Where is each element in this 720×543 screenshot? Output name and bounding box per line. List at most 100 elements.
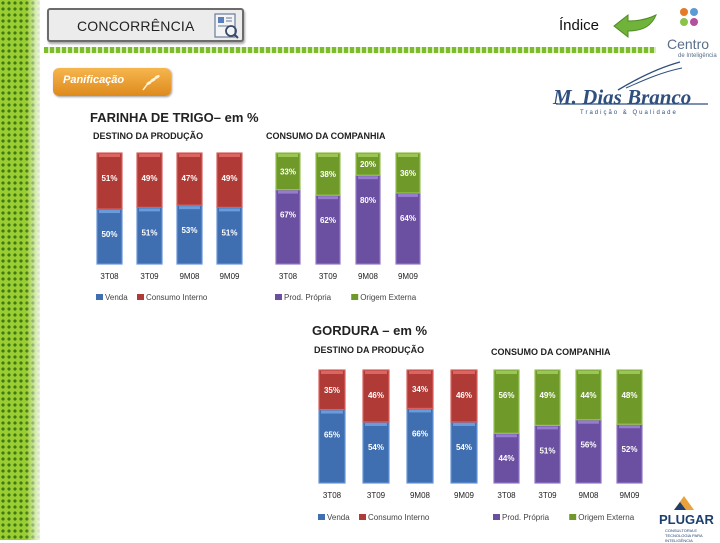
bar-1-prodprpria-9m08 [355, 174, 381, 265]
bar-2-consumointerno-9m09 [450, 369, 478, 423]
bar-0-consumointerno-3t08 [96, 152, 123, 210]
data-label-3-1-0: 56% [498, 391, 514, 400]
bar-highlight-3-0-0 [496, 434, 517, 438]
bar-3-origemexterna-3t09 [534, 369, 561, 426]
data-label-3-0-2: 56% [580, 441, 596, 450]
x-tick-label-0-2: 9M08 [179, 272, 200, 281]
bar-highlight-0-0-1 [139, 208, 160, 212]
bar-3-origemexterna-9m09 [616, 369, 643, 425]
data-label-3-0-3: 52% [621, 445, 637, 454]
bar-highlight-0-1-2 [179, 154, 200, 157]
data-label-2-0-2: 66% [412, 429, 428, 438]
legend-label-0-1: Consumo Interno [146, 293, 208, 302]
category-tab-panificacao[interactable]: Panificação [53, 68, 171, 96]
data-label-2-1-2: 34% [412, 385, 428, 394]
plugar-logo-icon [674, 496, 694, 510]
x-tick-label-0-3: 9M09 [219, 272, 240, 281]
chart-title-farinha: FARINHA DE TRIGO– em % [90, 110, 259, 125]
x-tick-label-2-3: 9M09 [454, 491, 475, 500]
bar-0-consumointerno-9m08 [176, 152, 203, 206]
data-label-3-1-3: 48% [621, 391, 637, 400]
bar-3-origemexterna-9m08 [575, 369, 602, 421]
data-label-1-1-0: 33% [280, 167, 296, 176]
data-label-1-0-2: 80% [360, 196, 376, 205]
x-tick-label-1-3: 9M09 [398, 272, 419, 281]
bar-0-venda-3t09 [136, 206, 163, 265]
data-label-0-0-1: 51% [141, 228, 157, 237]
bar-highlight-0-1-1 [139, 154, 160, 157]
bar-2-venda-3t08 [318, 408, 346, 484]
data-label-0-1-0: 51% [101, 174, 117, 183]
data-label-0-0-2: 53% [181, 226, 197, 235]
m-dias-branco-logo-tagline: Tradição & Qualidade [580, 110, 678, 116]
bar-0-venda-3t08 [96, 208, 123, 265]
bar-highlight-1-1-0 [278, 154, 298, 157]
data-label-2-0-1: 54% [368, 443, 384, 452]
data-label-0-0-0: 50% [101, 230, 117, 239]
category-tab-label: Panificação [63, 74, 125, 86]
bar-0-venda-9m08 [176, 204, 203, 265]
legend-swatch-2-0 [318, 514, 325, 520]
bar-highlight-1-0-3 [398, 193, 418, 197]
header-divider [44, 47, 656, 53]
bar-2-consumointerno-3t08 [318, 369, 346, 411]
bar-2-venda-3t09 [362, 421, 390, 484]
x-tick-label-3-2: 9M08 [578, 491, 599, 500]
section-tab[interactable]: CONCORRÊNCIA [47, 8, 244, 42]
data-label-1-0-1: 62% [320, 216, 336, 225]
data-label-0-1-1: 49% [141, 174, 157, 183]
panel-title-destino-gordura: DESTINO DA PRODUÇÃO [314, 345, 425, 355]
data-label-3-1-1: 49% [539, 391, 555, 400]
x-tick-label-2-1: 3T09 [367, 491, 386, 500]
legend-swatch-0-0 [96, 294, 103, 300]
x-tick-label-0-0: 3T08 [100, 272, 119, 281]
x-tick-label-2-0: 3T08 [323, 491, 342, 500]
data-label-0-0-3: 51% [221, 228, 237, 237]
bar-highlight-1-1-3 [398, 154, 418, 157]
legend-swatch-1-1 [351, 294, 359, 300]
data-label-0-1-3: 49% [221, 174, 237, 183]
bar-highlight-3-1-3 [619, 371, 640, 374]
data-label-3-0-0: 44% [498, 454, 514, 463]
x-tick-label-1-1: 3T09 [319, 272, 338, 281]
bar-highlight-2-1-3 [453, 371, 475, 374]
bar-highlight-2-1-1 [365, 371, 387, 374]
bar-highlight-1-0-1 [318, 196, 338, 200]
data-label-1-0-3: 64% [400, 214, 416, 223]
bar-1-origemexterna-9m09 [395, 152, 421, 194]
bar-highlight-0-0-3 [219, 208, 240, 212]
bar-1-origemexterna-9m08 [355, 152, 381, 176]
bar-highlight-2-0-2 [409, 409, 431, 413]
legend-label-1-1: Origem Externa [360, 293, 417, 302]
bar-highlight-1-0-2 [358, 176, 378, 180]
bar-3-prodprpria-3t08 [493, 432, 520, 484]
bar-0-venda-9m09 [216, 206, 243, 265]
bar-highlight-3-1-0 [496, 371, 517, 374]
bar-highlight-1-0-0 [278, 190, 298, 194]
m-dias-branco-logo-icon [556, 61, 708, 105]
legend-label-3-0: Prod. Própria [502, 513, 550, 522]
legend-swatch-0-1 [137, 294, 144, 300]
index-link[interactable]: Índice [559, 17, 600, 34]
data-label-1-0-0: 67% [280, 211, 296, 220]
x-tick-label-0-1: 3T09 [140, 272, 159, 281]
back-arrow-icon[interactable] [612, 13, 658, 39]
bar-3-prodprpria-9m08 [575, 419, 602, 484]
data-label-1-1-3: 36% [400, 169, 416, 178]
bar-0-consumointerno-3t09 [136, 152, 163, 208]
bar-3-prodprpria-9m09 [616, 423, 643, 484]
x-tick-label-2-2: 9M08 [410, 491, 431, 500]
bar-highlight-2-0-1 [365, 422, 387, 426]
legend-swatch-2-1 [359, 514, 366, 520]
chart-title-gordura: GORDURA – em % [312, 323, 428, 338]
legend-swatch-1-0 [275, 294, 282, 300]
legend-label-1-0: Prod. Própria [284, 293, 332, 302]
bar-2-venda-9m09 [450, 421, 478, 484]
bar-highlight-2-0-3 [453, 422, 475, 426]
sidebar-fade [26, 0, 42, 540]
bar-3-prodprpria-3t09 [534, 424, 561, 484]
legend-swatch-3-1 [569, 514, 577, 520]
bar-highlight-1-1-1 [318, 154, 338, 157]
centro-logo-icon [680, 8, 698, 26]
bar-highlight-0-0-2 [179, 206, 200, 210]
